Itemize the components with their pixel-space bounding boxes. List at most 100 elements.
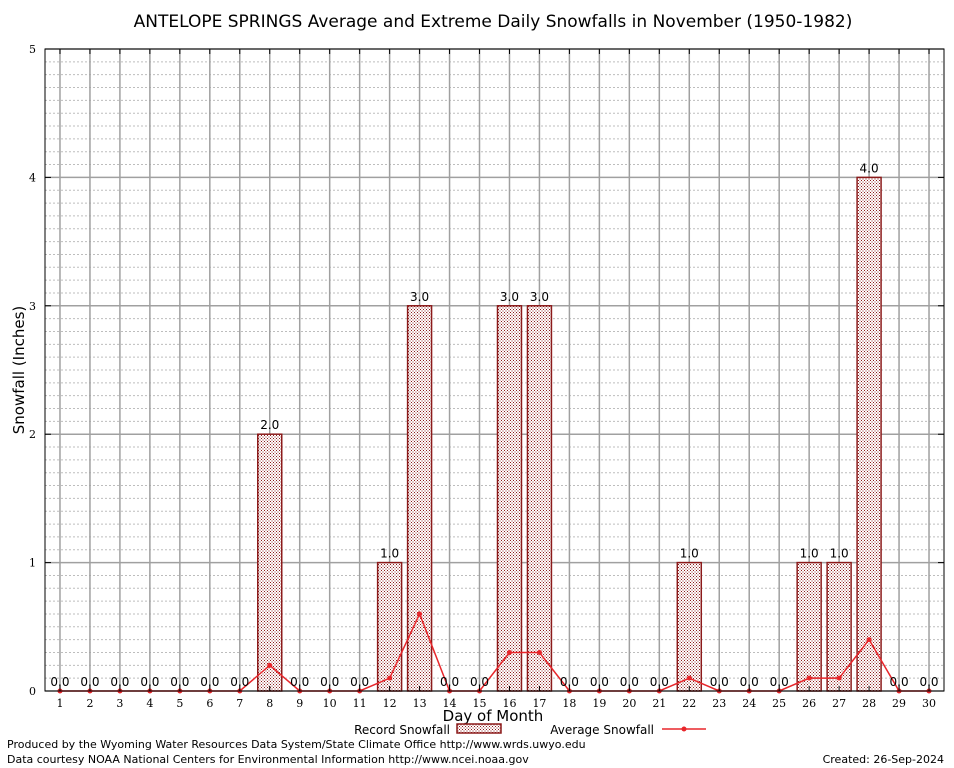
- bar-value-label: 0.0: [620, 675, 639, 689]
- credit-line-2: Data courtesy NOAA National Centers for …: [7, 753, 529, 766]
- bar-value-label: 0.0: [230, 675, 249, 689]
- x-tick-label: 5: [176, 697, 183, 710]
- x-tick-label: 29: [892, 697, 906, 710]
- bar-value-label: 0.0: [650, 675, 669, 689]
- legend-record-swatch: [456, 723, 502, 734]
- record-bar: [376, 561, 403, 692]
- record-bar: [856, 176, 882, 692]
- bar-value-label: 0.0: [770, 675, 789, 689]
- bar-value-label: 0.0: [140, 675, 159, 689]
- x-tick-label: 1: [56, 697, 63, 710]
- x-tick-label: 24: [742, 697, 756, 710]
- x-tick-label: 30: [922, 697, 936, 710]
- average-point: [506, 649, 512, 655]
- x-tick-label: 15: [473, 697, 487, 710]
- bar-value-label: 1.0: [830, 547, 849, 561]
- bar-value-label: 0.0: [890, 675, 909, 689]
- legend-record-label: Record Snowfall: [354, 723, 450, 737]
- bar-value-label: 0.0: [740, 675, 759, 689]
- x-tick-label: 9: [296, 697, 303, 710]
- bar-value-label: 1.0: [680, 547, 699, 561]
- bar-value-label: 4.0: [860, 161, 879, 175]
- x-tick-label: 8: [266, 697, 273, 710]
- x-tick-label: 22: [682, 697, 696, 710]
- average-point: [387, 675, 393, 681]
- legend-average-label: Average Snowfall: [550, 723, 654, 737]
- y-tick-label: 3: [29, 300, 36, 313]
- bar-value-label: 1.0: [800, 547, 819, 561]
- x-tick-label: 21: [652, 697, 666, 710]
- bar-value-label: 0.0: [590, 675, 609, 689]
- x-tick-label: 25: [772, 697, 786, 710]
- plot-frame: [44, 48, 945, 692]
- x-tick-label: 7: [236, 697, 243, 710]
- average-point: [417, 611, 423, 617]
- record-bar: [826, 561, 852, 692]
- average-point: [536, 649, 542, 655]
- record-bar: [526, 305, 553, 692]
- bar-value-label: 3.0: [530, 290, 549, 304]
- y-tick-label: 2: [29, 428, 36, 441]
- x-tick-label: 13: [413, 697, 427, 710]
- x-tick-label: 6: [206, 697, 213, 710]
- x-tick-label: 17: [532, 697, 546, 710]
- bar-value-label: 0.0: [350, 675, 369, 689]
- average-point: [806, 675, 812, 681]
- bar-value-label: 0.0: [320, 675, 339, 689]
- legend-average-marker: [681, 726, 687, 732]
- bar-value-label: 0.0: [80, 675, 99, 689]
- bar-value-label: 3.0: [410, 290, 429, 304]
- bar-value-label: 0.0: [710, 675, 729, 689]
- y-tick-label: 5: [29, 43, 36, 56]
- bar-value-label: 2.0: [260, 418, 279, 432]
- bar-value-label: 0.0: [470, 675, 489, 689]
- bar-value-label: 0.0: [200, 675, 219, 689]
- average-point: [267, 662, 273, 668]
- x-tick-label: 3: [116, 697, 123, 710]
- bar-value-label: 0.0: [50, 675, 69, 689]
- x-tick-label: 16: [502, 697, 516, 710]
- credit-line-1: Produced by the Wyoming Water Resources …: [7, 738, 586, 751]
- data-label-layer: 0.0 0.0 0.0 0.0 0.0 0.0 0.0 2.0 0.0 0.0 0.0 1.0 3.0 0…: [50, 161, 938, 689]
- x-tick-label: 14: [443, 697, 457, 710]
- bar-value-label: 1.0: [380, 547, 399, 561]
- y-tick-label: 0: [29, 685, 36, 698]
- x-tick-label: 19: [592, 697, 606, 710]
- x-tick-label: 4: [146, 697, 153, 710]
- bar-value-label: 0.0: [170, 675, 189, 689]
- bar-value-label: 0.0: [919, 675, 938, 689]
- x-tick-label: 2: [86, 697, 93, 710]
- grid-layer: [45, 48, 944, 692]
- y-tick-label: 4: [29, 171, 36, 184]
- record-bar: [796, 561, 822, 692]
- x-tick-label: 11: [353, 697, 367, 710]
- legend: Record Snowfall Average Snowfall: [354, 723, 706, 737]
- bar-value-label: 0.0: [560, 675, 579, 689]
- record-bar: [496, 305, 523, 692]
- bar-layer: [257, 176, 882, 692]
- bar-value-label: 3.0: [500, 290, 519, 304]
- x-tick-label: 20: [622, 697, 636, 710]
- record-bar: [257, 433, 283, 692]
- x-tick-label: 28: [862, 697, 876, 710]
- chart-title: ANTELOPE SPRINGS Average and Extreme Dai…: [134, 12, 853, 32]
- x-tick-label: 23: [712, 697, 726, 710]
- y-axis-label: Snowfall (Inches): [10, 306, 28, 434]
- x-tick-label: 10: [323, 697, 337, 710]
- x-axis-label: Day of Month: [443, 707, 544, 725]
- record-bar: [676, 561, 703, 692]
- average-point: [836, 675, 842, 681]
- bar-value-label: 0.0: [110, 675, 129, 689]
- x-tick-label: 18: [562, 697, 576, 710]
- created-date: Created: 26-Sep-2024: [822, 753, 944, 766]
- y-tick-label: 1: [29, 557, 36, 570]
- x-tick-label: 26: [802, 697, 816, 710]
- bar-value-label: 0.0: [440, 675, 459, 689]
- x-tick-label: 27: [832, 697, 846, 710]
- bar-value-label: 0.0: [290, 675, 309, 689]
- average-point: [866, 637, 872, 643]
- x-tick-label: 12: [383, 697, 397, 710]
- average-point: [686, 675, 692, 681]
